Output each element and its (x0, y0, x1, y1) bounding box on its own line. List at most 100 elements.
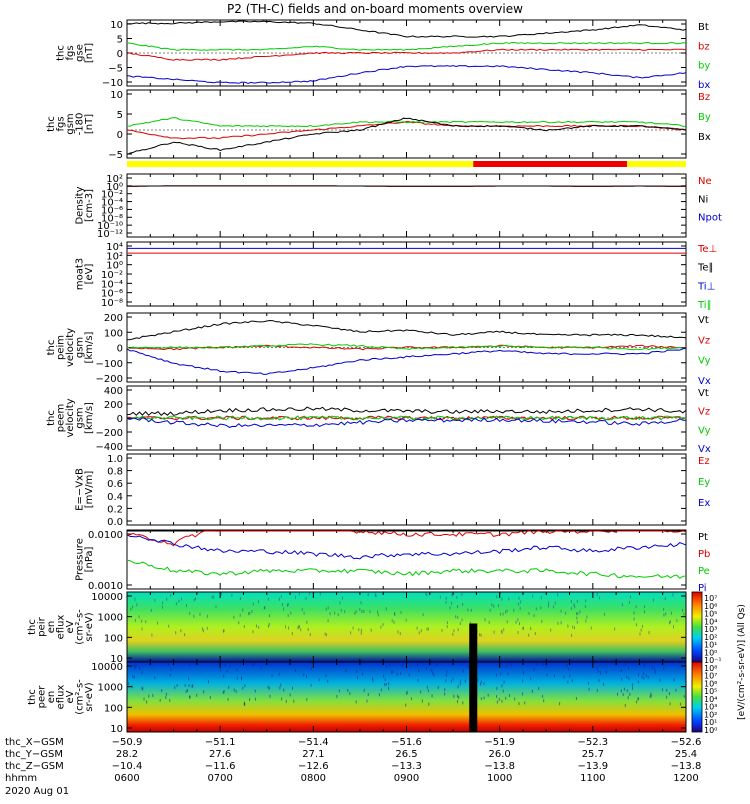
peer-spec-speckle (655, 671, 656, 674)
peer-spec-speckle (598, 670, 599, 673)
peer-spec-speckle (432, 694, 433, 697)
peir-spec-speckle (450, 607, 451, 610)
xaxis-gsm-z: −10.4 (112, 761, 143, 772)
peir-spec-speckle (398, 631, 399, 634)
peer-spec-speckle (269, 687, 270, 690)
peir-spec-speckle (162, 606, 163, 609)
peer-spec-speckle (357, 676, 358, 679)
peir-spec-speckle (151, 609, 152, 612)
peer-spec-speckle (570, 674, 571, 677)
peir-spec-speckle (306, 597, 307, 600)
efield-legend-0: Ez (698, 456, 710, 467)
peer-spec-speckle (500, 672, 501, 675)
peer-spec-speckle (603, 683, 604, 686)
peer-spec-speckle (392, 670, 393, 673)
peir-spec-speckle (135, 619, 136, 622)
peer-spec-speckle (446, 674, 447, 677)
peir-spec-speckle (577, 612, 578, 615)
fgs-gsm-ylabel-line: [nT] (84, 114, 95, 134)
peir-spec-speckle (653, 599, 654, 602)
peer-spec-speckle (128, 682, 129, 685)
peer-spec-speckle (534, 668, 535, 671)
peir-spec-speckle (361, 629, 362, 632)
peer-spec-speckle (446, 671, 447, 674)
peir-spec-speckle (298, 625, 299, 628)
peir-spec-speckle (548, 605, 549, 608)
peer-spec-speckle (628, 667, 629, 670)
peir-spec-speckle (644, 610, 645, 613)
xaxis-gsm-z: −12.6 (298, 761, 329, 772)
efield-legend-2: Ex (698, 498, 710, 509)
peer-spec-speckle (319, 678, 320, 681)
efield-frame (127, 454, 686, 525)
peer-spec-speckle (356, 700, 357, 703)
peer-spec-speckle (530, 677, 531, 680)
peer-spec-speckle (169, 699, 170, 702)
pressure-ylabel: Pressure[nPa] (75, 538, 96, 581)
peir-spec-speckle (358, 628, 359, 631)
xaxis-hhmm: 1000 (487, 773, 512, 784)
peer-spec-speckle (600, 672, 601, 675)
peir-spec-speckle (328, 619, 329, 622)
peim-velocity-legend-1: Vz (698, 335, 710, 346)
peer-spec-speckle (496, 674, 497, 677)
peir-spec-speckle (529, 612, 530, 615)
peir-spec-speckle (176, 602, 177, 605)
peir-spec-speckle (406, 619, 407, 622)
peir-spec-speckle (440, 596, 441, 599)
fgs-gse-ylabel-line: [nT] (84, 43, 95, 63)
peer-spec-speckle (228, 698, 229, 701)
peir-spec-speckle (485, 618, 486, 621)
temperature-ylabel: moat3[eV] (75, 258, 96, 290)
peir-spec-speckle (453, 629, 454, 632)
peer-spec-speckle (132, 675, 133, 678)
peir-spec-speckle (308, 628, 309, 631)
peir-spec-speckle (141, 620, 142, 623)
peir-spec-speckle (377, 611, 378, 614)
colorbar-label: [eV/(cm²-s-sr-eV)] (All Qs) (737, 604, 747, 720)
peir-spec-speckle (585, 599, 586, 602)
peer-spec-speckle (629, 693, 630, 696)
peer-spec-speckle (680, 703, 681, 706)
peir-spec-speckle (326, 608, 327, 611)
efield-ytick-label: 0.8 (107, 467, 123, 478)
peer-spec-speckle (460, 682, 461, 685)
peer-spec-speckle (144, 698, 145, 701)
xaxis-row-label-4: 2020 Aug 01 (5, 786, 69, 797)
peer-spec-speckle (146, 701, 147, 704)
peir-spec-speckle (507, 620, 508, 623)
peem-velocity-ylabel-line: [km/s] (84, 402, 95, 434)
peir-spec-speckle (151, 634, 152, 637)
peir-spec-speckle (519, 622, 520, 625)
xaxis-row-label-2: thc_Z−GSM (5, 761, 64, 772)
peer-spec-speckle (279, 686, 280, 689)
peir-spec-speckle (571, 607, 572, 610)
peir-spec-speckle (299, 592, 300, 595)
peir-spec-speckle (309, 592, 310, 595)
peer-spec-speckle (255, 698, 256, 701)
peir-spec-speckle (207, 615, 208, 618)
peer-spec-speckle (497, 701, 498, 704)
temperature-legend-0: Te⊥ (697, 244, 717, 255)
xaxis-gsm-x: −52.6 (671, 737, 702, 748)
xaxis-gsm-x: −51.4 (298, 737, 329, 748)
peer-spec-speckle (597, 667, 598, 670)
peer-spec-speckle (280, 683, 281, 686)
peir-spec-speckle (585, 605, 586, 608)
peir-spec-speckle (663, 614, 664, 617)
peir-spec-speckle (328, 606, 329, 609)
peir-spec-speckle (249, 612, 250, 615)
peir-spec-speckle (282, 603, 283, 606)
peer-spec-speckle (268, 686, 269, 689)
peir-spec-speckle (561, 610, 562, 613)
peer-spec-speckle (480, 683, 481, 686)
peir-spec-speckle (636, 605, 637, 608)
peim-velocity-ytick-label: −200 (96, 374, 123, 385)
fgs-gsm-ytick-label: 10 (110, 90, 123, 101)
peir-spec-speckle (200, 613, 201, 616)
peer-spec-speckle (384, 683, 385, 686)
peir-spec-speckle (574, 626, 575, 629)
